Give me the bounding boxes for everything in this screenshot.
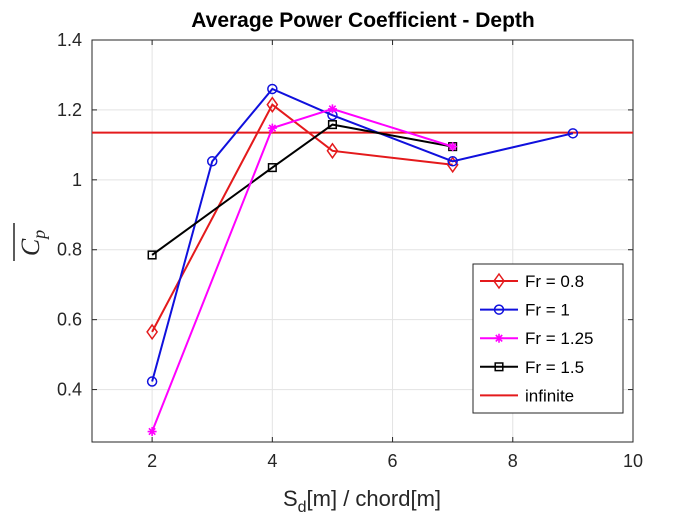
- series-layer: [92, 83, 633, 437]
- data-point: [447, 156, 458, 167]
- y-tick-label: 1.4: [57, 30, 82, 50]
- plot-frame: [91, 39, 634, 443]
- series-line: [151, 87, 574, 382]
- data-point: [267, 123, 277, 133]
- x-tick-label: 8: [508, 451, 518, 471]
- svg-text:Sd[m] / chord[m]: Sd[m] / chord[m]: [283, 486, 441, 516]
- legend-marker: [493, 304, 505, 315]
- svg-text:Cp: Cp: [16, 230, 49, 256]
- data-point: [327, 104, 337, 114]
- data-point: [147, 427, 157, 437]
- data-point: [146, 376, 158, 387]
- x-axis-label-main: S: [283, 486, 298, 511]
- x-axis-label-sub: d: [298, 499, 307, 516]
- legend-item: Fr = 0.8: [480, 272, 584, 291]
- data-point: [446, 156, 459, 174]
- legend-item: Fr = 1.5: [480, 358, 584, 377]
- y-tick-label: 0.4: [57, 380, 82, 400]
- data-point: [266, 96, 279, 113]
- y-axis-label-main: C: [16, 238, 45, 256]
- legend-label: Fr = 1.25: [525, 329, 594, 348]
- legend-label: infinite: [525, 386, 574, 405]
- series-group: [146, 83, 579, 387]
- chart-title: Average Power Coefficient - Depth: [191, 9, 534, 32]
- y-tick-label: 0.8: [57, 240, 82, 260]
- y-axis-label-sub: p: [29, 230, 49, 241]
- data-point: [206, 156, 218, 167]
- y-axis-label: Cp: [13, 223, 49, 261]
- series-group: [146, 96, 459, 341]
- legend-item: Fr = 1: [480, 301, 570, 320]
- data-point: [147, 250, 157, 260]
- x-tick-label: 6: [388, 451, 398, 471]
- legend-label: Fr = 0.8: [525, 272, 584, 291]
- legend: Fr = 0.8 Fr = 1 Fr = 1.25 Fr = 1.5 infinite: [472, 263, 624, 414]
- y-tick-label: 1.2: [57, 100, 82, 120]
- data-point: [327, 120, 337, 130]
- data-point: [267, 83, 278, 95]
- legend-label: Fr = 1: [525, 301, 570, 320]
- legend-marker: [494, 362, 504, 372]
- y-tick-label: 1: [72, 170, 82, 190]
- data-point: [448, 142, 458, 152]
- x-tick-label: 4: [267, 451, 277, 471]
- data-point: [146, 323, 159, 341]
- x-tick-label: 2: [147, 451, 157, 471]
- series-group: [147, 104, 458, 437]
- x-axis-label-rest: [m] / chord[m]: [307, 486, 441, 511]
- legend-item: infinite: [480, 386, 574, 405]
- series-line: [151, 123, 453, 256]
- legend-marker: [494, 333, 504, 343]
- y-tick-label: 0.6: [57, 310, 82, 330]
- data-point: [326, 142, 339, 160]
- legend-marker: [493, 272, 505, 290]
- series-line: [151, 107, 453, 432]
- data-point: [267, 163, 277, 173]
- legend-item: Fr = 1.25: [480, 329, 594, 348]
- x-axis-label: Sd[m] / chord[m]: [283, 486, 441, 516]
- legend-label: Fr = 1.5: [525, 358, 584, 377]
- series-group: [147, 120, 458, 260]
- x-tick-label: 10: [623, 451, 643, 471]
- data-point: [567, 128, 579, 139]
- axis-ticks: 2 4 6 8 10 0.4 0.6 0.8 1 1.2 1.4: [57, 30, 643, 471]
- series-line: [151, 103, 453, 333]
